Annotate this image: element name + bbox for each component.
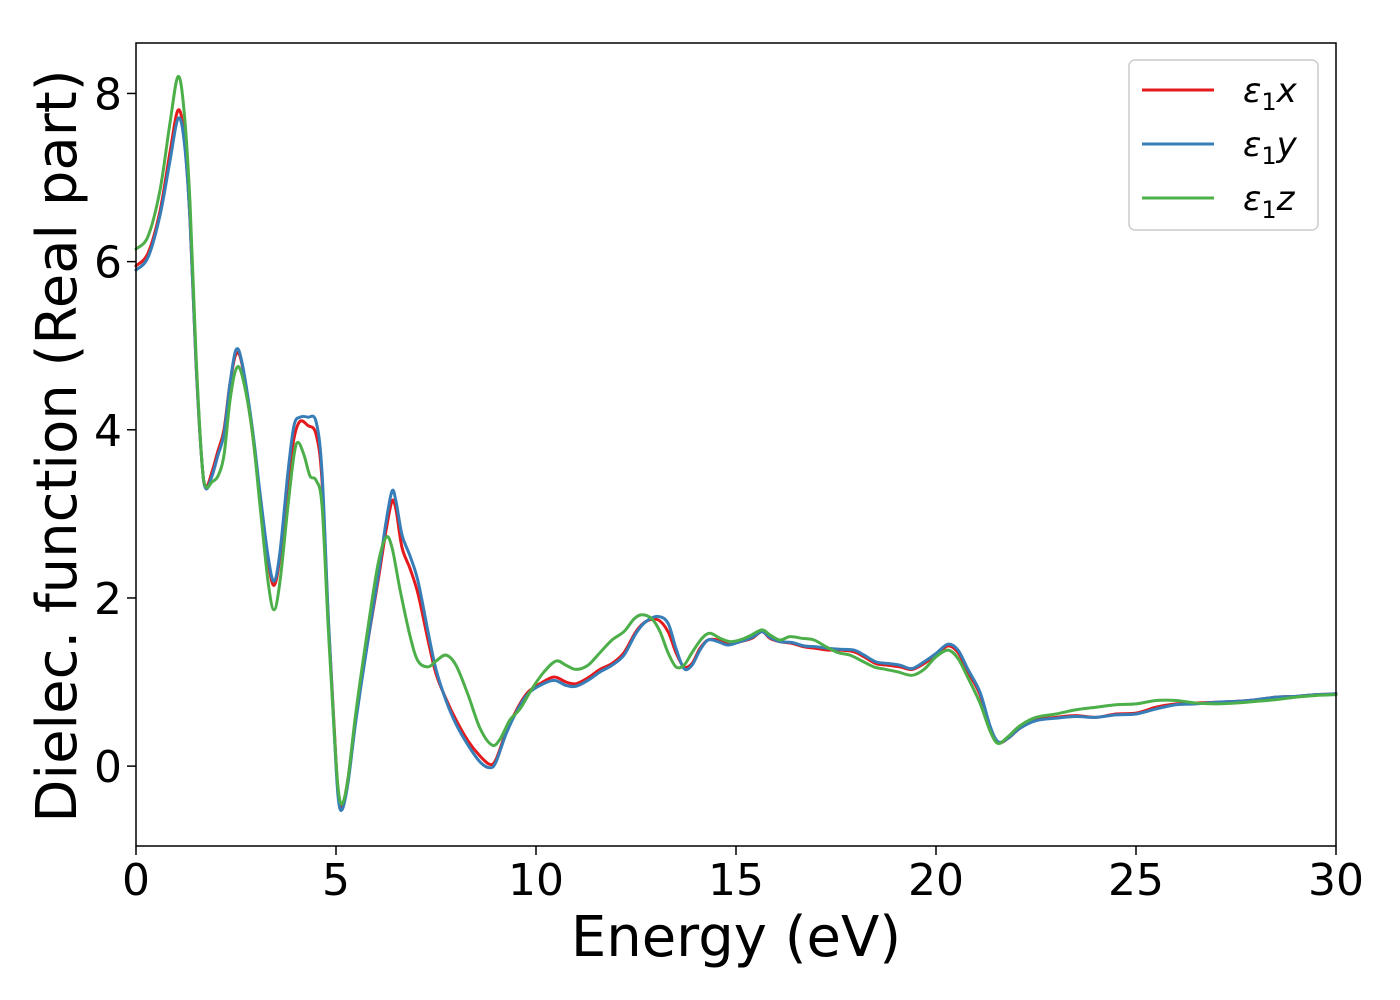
- x-tick-label: 5: [322, 855, 350, 906]
- legend-label-y: ε1y: [1243, 125, 1298, 170]
- series-line-y: [134, 116, 1338, 812]
- x-tick-label: 30: [1308, 855, 1364, 906]
- legend-label-x: ε1x: [1243, 71, 1298, 116]
- y-tick-label: 2: [94, 574, 122, 625]
- legend-items: ε1x ε1y ε1z: [1142, 71, 1298, 224]
- y-axis: 0 2 4 6 8: [94, 69, 136, 793]
- x-tick-label: 25: [1108, 855, 1164, 906]
- y-tick-label: 0: [94, 742, 122, 793]
- legend: ε1x ε1y ε1z: [1128, 59, 1319, 231]
- y-tick-label: 4: [94, 406, 122, 457]
- y-tick-label: 8: [94, 69, 122, 120]
- x-tick-label: 0: [122, 855, 150, 906]
- y-tick-label: 6: [94, 238, 122, 289]
- x-tick-label: 10: [508, 855, 564, 906]
- series-line-z: [134, 75, 1338, 806]
- x-tick-label: 15: [708, 855, 764, 906]
- x-axis: 0 5 10 15 20 25 30: [122, 846, 1364, 906]
- x-tick-label: 20: [908, 855, 964, 906]
- legend-box: [1128, 59, 1319, 231]
- legend-label-z: ε1z: [1243, 179, 1296, 224]
- x-axis-label: Energy (eV): [571, 905, 901, 970]
- series-layer: [134, 75, 1338, 812]
- y-axis-label: Dielec. function (Real part): [25, 69, 90, 822]
